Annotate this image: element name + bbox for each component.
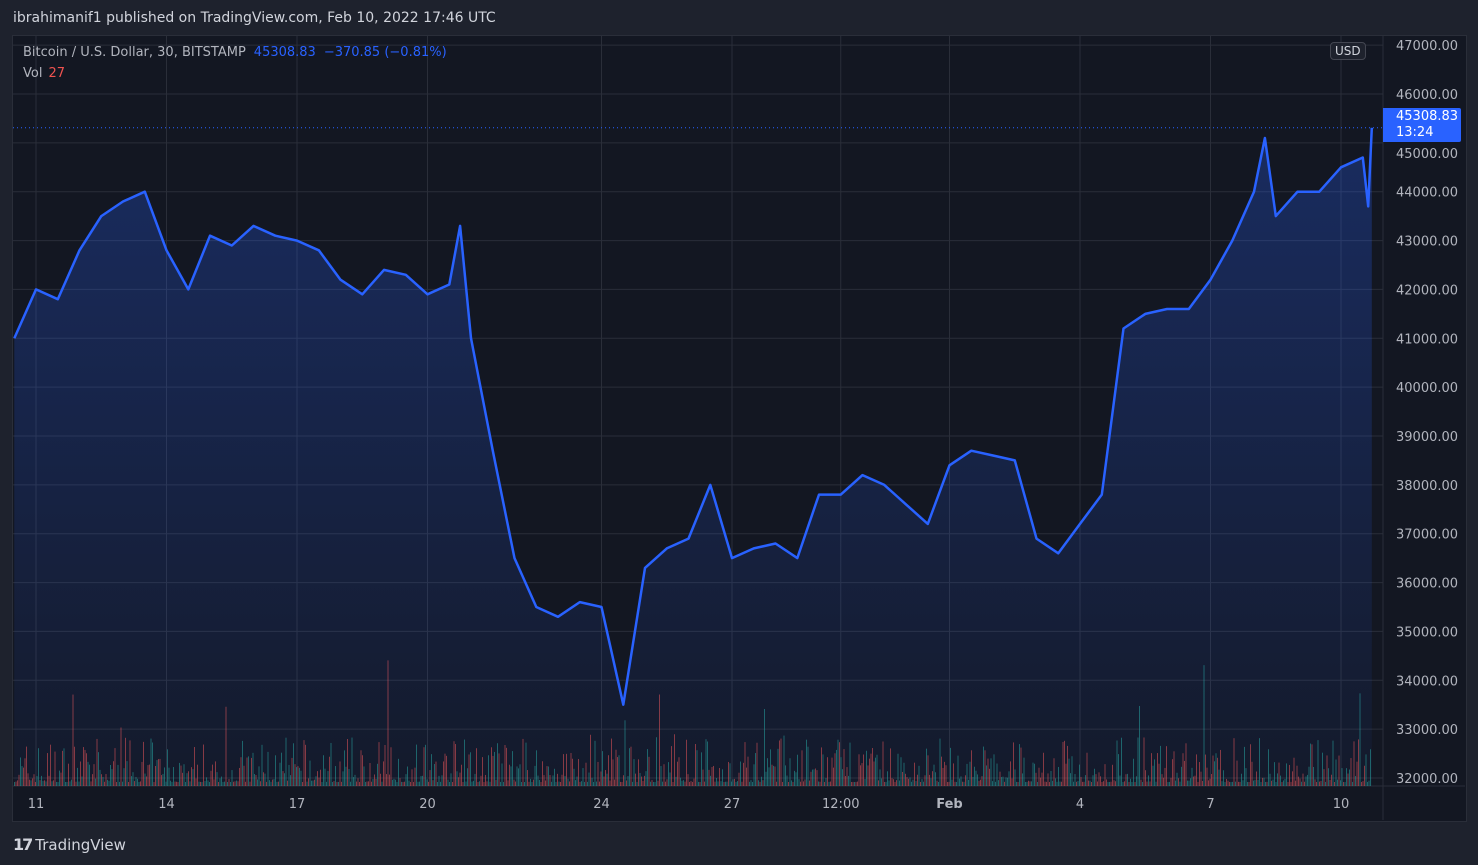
y-tick-label: 37000.00	[1396, 528, 1458, 543]
x-tick-label: Feb	[936, 797, 962, 812]
y-tick-label: 36000.00	[1396, 577, 1458, 592]
y-tick-label: 44000.00	[1396, 186, 1458, 201]
y-tick-label: 35000.00	[1396, 625, 1458, 640]
last-price-tag-value: 45308.83	[1396, 109, 1459, 124]
price-change: −370.85 (−0.81%)	[323, 45, 447, 60]
price-area-fill	[14, 127, 1372, 787]
y-tick-label: 46000.00	[1396, 88, 1458, 103]
x-tick-label: 7	[1206, 797, 1214, 812]
x-tick-label: 24	[593, 797, 610, 812]
volume-value: 27	[48, 66, 65, 81]
symbol-title[interactable]: Bitcoin / U.S. Dollar, 30, BITSTAMP	[23, 45, 246, 60]
y-tick-label: 42000.00	[1396, 283, 1458, 298]
legend: Bitcoin / U.S. Dollar, 30, BITSTAMP 45308…	[23, 45, 447, 87]
y-tick-label: 47000.00	[1396, 39, 1458, 54]
published-caption: ibrahimanif1 published on TradingView.co…	[13, 10, 496, 26]
x-tick-label: 12:00	[822, 797, 859, 812]
x-tick-label: 17	[289, 797, 306, 812]
x-tick-label: 14	[158, 797, 175, 812]
tv-logo-icon: 17	[13, 835, 33, 854]
bar-countdown: 13:24	[1396, 125, 1434, 140]
y-tick-label: 33000.00	[1396, 723, 1458, 738]
y-tick-label: 32000.00	[1396, 772, 1458, 787]
y-tick-label: 40000.00	[1396, 381, 1458, 396]
y-tick-label: 34000.00	[1396, 674, 1458, 689]
x-tick-label: 10	[1333, 797, 1350, 812]
x-tick-label: 20	[419, 797, 436, 812]
y-tick-label: 39000.00	[1396, 430, 1458, 445]
x-tick-label: 27	[724, 797, 741, 812]
x-tick-label: 4	[1076, 797, 1084, 812]
brand-name: TradingView	[35, 835, 126, 854]
y-tick-label: 41000.00	[1396, 332, 1458, 347]
currency-button[interactable]: USD	[1330, 42, 1366, 60]
tradingview-logo[interactable]: 17 TradingView	[13, 835, 126, 854]
y-tick-label: 38000.00	[1396, 479, 1458, 494]
volume-label: Vol	[23, 66, 43, 81]
last-price-tag: 45308.83 13:24	[1383, 108, 1461, 142]
y-tick-label: 43000.00	[1396, 235, 1458, 250]
y-tick-label: 45000.00	[1396, 147, 1458, 162]
last-price: 45308.83	[253, 45, 316, 60]
x-tick-label: 11	[28, 797, 45, 812]
